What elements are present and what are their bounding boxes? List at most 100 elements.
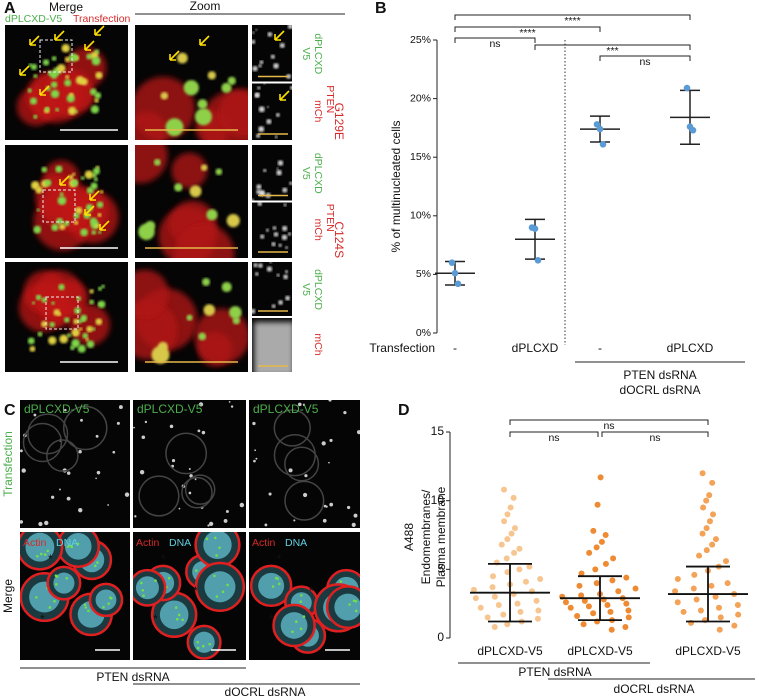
green-signal [54, 574, 58, 577]
green-signal [145, 220, 156, 231]
asterisk: * [40, 612, 45, 626]
green-signal [65, 576, 69, 580]
gray-signal [325, 505, 328, 508]
data-point [623, 574, 630, 581]
y-tick-label: 20% [410, 92, 431, 104]
green-signal [33, 225, 42, 234]
micrograph [135, 145, 248, 258]
green-signal [97, 300, 106, 309]
data-point [535, 607, 542, 614]
image-content [133, 400, 245, 527]
significance-bracket [454, 26, 601, 32]
green-signal [66, 333, 72, 338]
green-signal [142, 594, 145, 597]
gray-signal [283, 274, 288, 280]
gray-signal [329, 438, 333, 443]
gray-signal [188, 467, 191, 470]
gray-signal [273, 63, 279, 69]
gray-signal [252, 31, 255, 34]
gray-signal [263, 168, 267, 173]
green-signal [48, 336, 57, 345]
green-signal [201, 644, 205, 648]
gray-signal [284, 270, 289, 274]
channel-label: mCh [312, 333, 324, 355]
data-point [491, 624, 498, 631]
green-signal [226, 583, 229, 587]
gray-signal [141, 435, 146, 440]
data-point [597, 474, 604, 481]
cell-outline [273, 434, 316, 477]
green-signal [175, 617, 179, 621]
gray-signal [169, 424, 174, 429]
micrograph [252, 262, 292, 316]
gray-signal [253, 263, 258, 268]
cell-outline [273, 409, 311, 447]
column-title: Zoom [190, 0, 221, 13]
data-point [514, 600, 521, 607]
green-signal [186, 314, 193, 321]
data-point [731, 622, 738, 629]
x-tick-label: dPLCXD-V5 [477, 644, 543, 658]
asterisk: * [153, 612, 158, 626]
green-signal [74, 206, 83, 215]
green-signal [84, 606, 88, 609]
green-signal [68, 174, 74, 180]
green-signal [86, 340, 95, 348]
green-signal [277, 582, 281, 586]
y-tick-label: 10 [431, 493, 445, 507]
data-point [599, 141, 607, 148]
green-signal [31, 301, 36, 305]
gray-signal [322, 518, 327, 523]
data-point [503, 555, 510, 562]
green-signal [157, 341, 168, 352]
data-point [576, 582, 583, 589]
green-signal [160, 92, 169, 100]
gray-signal [78, 450, 82, 454]
gray-signal [134, 515, 137, 518]
gray-signal [253, 459, 256, 463]
micrograph [249, 532, 360, 660]
green-signal [59, 334, 69, 344]
green-signal [153, 158, 161, 166]
gray-signal [257, 202, 262, 206]
green-signal [232, 316, 241, 325]
data-point [625, 614, 632, 621]
asterisk: * [161, 552, 166, 566]
gray-signal [178, 507, 181, 510]
green-signal [69, 53, 78, 62]
group-label: PTEN dsRNA [623, 368, 696, 382]
image-content [135, 269, 248, 367]
green-signal [354, 600, 358, 603]
y-tick-label: 15 [431, 424, 445, 438]
green-signal [46, 549, 50, 553]
gray-signal [321, 441, 326, 446]
gray-signal [272, 226, 277, 230]
green-signal [35, 596, 38, 599]
green-signal [89, 88, 97, 96]
arrow [94, 25, 105, 36]
gray-signal [223, 519, 228, 523]
data-point [691, 571, 698, 578]
data-point [708, 582, 715, 589]
green-signal [174, 606, 178, 609]
cell-outline [284, 480, 325, 521]
green-signal [218, 546, 221, 549]
green-signal [99, 190, 104, 194]
arrow [84, 40, 95, 51]
green-signal [64, 56, 71, 63]
green-signal [291, 630, 294, 634]
green-signal [44, 106, 50, 112]
column-title: Merge [49, 0, 83, 14]
gray-signal [277, 160, 284, 166]
green-signal [213, 574, 216, 578]
gray-signal [278, 300, 284, 305]
red-signal [135, 145, 168, 184]
panel-letter: B [375, 0, 387, 17]
image-content [135, 52, 248, 140]
data-point [706, 518, 713, 525]
data-point [596, 125, 604, 133]
channel-label: dPLCXD [312, 153, 324, 194]
asterisk: * [193, 584, 198, 598]
gray-signal [207, 524, 210, 527]
data-point [531, 225, 539, 232]
